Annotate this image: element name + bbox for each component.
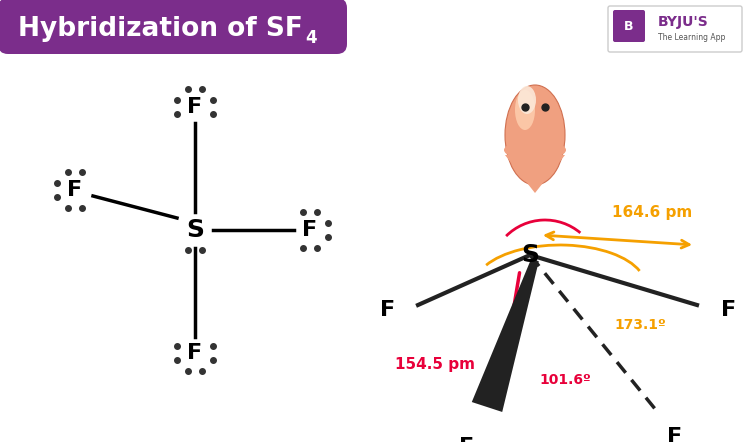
Text: 164.6 pm: 164.6 pm: [612, 206, 693, 221]
Text: 4: 4: [305, 29, 316, 47]
Text: S: S: [521, 243, 539, 267]
Text: F: F: [68, 180, 82, 200]
Ellipse shape: [515, 90, 535, 130]
Text: Hybridization of SF: Hybridization of SF: [18, 16, 303, 42]
Text: 173.1º: 173.1º: [614, 318, 666, 332]
Text: B: B: [624, 20, 634, 34]
Text: BYJU'S: BYJU'S: [658, 15, 709, 29]
FancyBboxPatch shape: [613, 10, 645, 42]
PathPatch shape: [472, 259, 538, 412]
Text: S: S: [186, 218, 204, 242]
FancyBboxPatch shape: [0, 0, 347, 54]
Text: F: F: [380, 300, 395, 320]
Text: F: F: [302, 220, 317, 240]
Ellipse shape: [505, 85, 565, 185]
FancyBboxPatch shape: [608, 6, 742, 52]
Ellipse shape: [518, 86, 536, 114]
Text: The Learning App: The Learning App: [658, 33, 725, 42]
Text: F: F: [722, 300, 736, 320]
Text: 154.5 pm: 154.5 pm: [395, 358, 475, 373]
Text: F: F: [188, 97, 202, 117]
Text: F: F: [188, 343, 202, 363]
Ellipse shape: [504, 140, 566, 160]
Text: F: F: [460, 437, 475, 442]
Text: F: F: [668, 427, 682, 442]
Text: 101.6º: 101.6º: [539, 373, 591, 387]
PathPatch shape: [505, 155, 565, 193]
